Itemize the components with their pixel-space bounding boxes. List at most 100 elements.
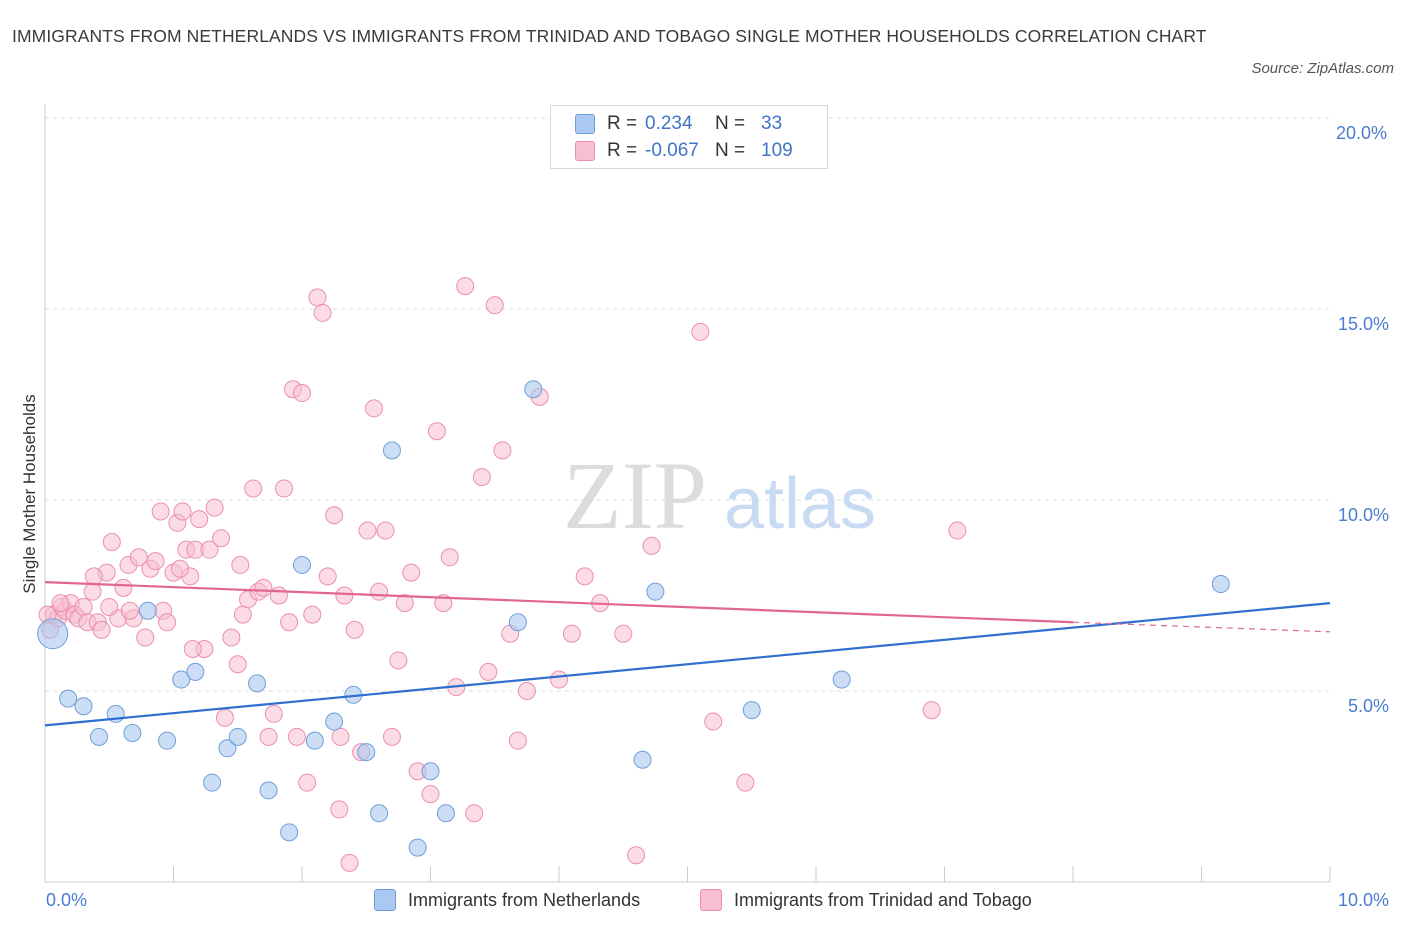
correlation-legend: R = 0.234 N = 33 R = -0.067 N = 109 — [550, 105, 828, 169]
legend-r-value: -0.067 — [645, 140, 699, 161]
source-note: Source: ZipAtlas.com — [1251, 60, 1394, 77]
chart-title: IMMIGRANTS FROM NETHERLANDS VS IMMIGRANT… — [12, 26, 1207, 46]
series-legend-label: Immigrants from Netherlands — [408, 889, 641, 910]
trinidad-point — [102, 533, 121, 552]
trinidad-point — [205, 498, 224, 517]
trinidad-point — [264, 704, 283, 723]
trinidad-point — [275, 479, 294, 498]
legend-n-label: N = — [715, 113, 746, 134]
netherlands-point — [1211, 575, 1230, 594]
trinidad-point — [479, 662, 498, 681]
trinidad-point — [280, 613, 299, 632]
trinidad-point — [308, 288, 327, 307]
y-tick-label: 10.0% — [1338, 505, 1390, 525]
x-tick-label: 0.0% — [46, 890, 88, 910]
netherlands-point — [248, 674, 267, 693]
trinidad-point — [215, 708, 234, 727]
legend-swatch-pink — [575, 141, 595, 161]
series-legend-swatch-pink — [700, 889, 722, 911]
trinidad-point — [376, 521, 395, 540]
trinidad-point — [313, 303, 332, 322]
trinidad-point — [212, 529, 231, 548]
legend-n-label: N = — [715, 140, 746, 161]
netherlands-point — [203, 773, 222, 792]
series-legend-label: Immigrants from Trinidad and Tobago — [734, 889, 1032, 910]
trinidad-point — [508, 731, 527, 750]
netherlands-trend-line — [44, 602, 1331, 727]
netherlands-point — [832, 670, 851, 689]
trinidad-point — [550, 670, 568, 689]
trinidad-point — [736, 773, 755, 792]
netherlands-point — [89, 727, 108, 746]
trinidad-point — [173, 502, 192, 521]
y-tick-label: 20.0% — [1336, 123, 1388, 143]
trinidad-point — [244, 479, 263, 498]
trinidad-point — [493, 441, 512, 460]
trinidad-point — [136, 628, 155, 647]
trinidad-point — [402, 563, 421, 582]
legend-r-value: 0.234 — [645, 113, 693, 134]
trinidad-point — [335, 586, 354, 605]
legend-swatch-blue — [575, 114, 595, 134]
trinidad-point — [222, 628, 241, 647]
trinidad-point — [146, 552, 165, 571]
series-legend-swatch-blue — [374, 889, 396, 911]
trinidad-point — [183, 639, 202, 658]
trinidad-point — [922, 701, 941, 720]
trinidad-point — [83, 582, 102, 601]
netherlands-point — [218, 739, 237, 758]
trinidad-point — [325, 506, 344, 525]
x-tick-label: 10.0% — [1338, 890, 1390, 910]
trinidad-point — [254, 578, 273, 597]
series-trinidad-points — [38, 277, 967, 872]
trinidad-point — [233, 605, 252, 624]
netherlands-point — [646, 582, 665, 601]
trinidad-trend-line — [44, 581, 1074, 624]
netherlands-point — [172, 670, 191, 689]
legend-row-netherlands: R = 0.234 N = 33 — [575, 112, 782, 136]
legend-n-value: 33 — [761, 113, 783, 134]
trinidad-point — [129, 548, 148, 567]
trinidad-point — [691, 322, 710, 341]
trinidad-point — [485, 296, 504, 315]
trinidad-trend-extension — [1072, 621, 1331, 633]
netherlands-point — [436, 804, 455, 823]
trinidad-point — [170, 559, 189, 578]
trinidad-point — [340, 853, 359, 872]
trinidad-point — [389, 651, 408, 670]
trinidad-point — [269, 586, 288, 605]
trinidad-point — [100, 597, 119, 616]
gridlines — [45, 117, 1330, 692]
netherlands-point — [421, 762, 440, 781]
watermark-zip: ZIP — [563, 442, 707, 549]
y-tick-label: 15.0% — [1338, 314, 1390, 334]
netherlands-point — [186, 662, 205, 681]
trinidad-point — [427, 422, 446, 441]
trinidad-point — [293, 384, 311, 403]
trinidad-point — [642, 536, 661, 555]
netherlands-point — [123, 724, 142, 743]
netherlands-point — [370, 804, 389, 823]
series-legend-item-netherlands[interactable]: Immigrants from Netherlands — [374, 889, 640, 911]
trinidad-point — [287, 727, 306, 746]
trinidad-point — [114, 578, 133, 597]
y-tick-label: 5.0% — [1348, 696, 1390, 716]
legend-row-trinidad: R = -0.067 N = 109 — [575, 139, 793, 163]
watermark-atlas: atlas — [724, 464, 876, 544]
trinidad-point — [614, 624, 633, 643]
legend-n-value: 109 — [761, 140, 793, 161]
netherlands-point — [524, 380, 543, 399]
trinidad-point — [358, 521, 377, 540]
trinidad-point — [151, 502, 170, 521]
trinidad-point — [318, 567, 337, 586]
trinidad-point — [472, 468, 491, 487]
trinidad-point — [440, 548, 459, 567]
trinidad-point — [364, 399, 383, 418]
legend-r-label: R = — [607, 113, 638, 134]
netherlands-point — [325, 712, 344, 731]
trinidad-point — [948, 521, 967, 540]
trinidad-point — [370, 582, 389, 601]
series-legend-item-trinidad[interactable]: Immigrants from Trinidad and Tobago — [700, 889, 1032, 911]
trinidad-point — [120, 601, 139, 620]
